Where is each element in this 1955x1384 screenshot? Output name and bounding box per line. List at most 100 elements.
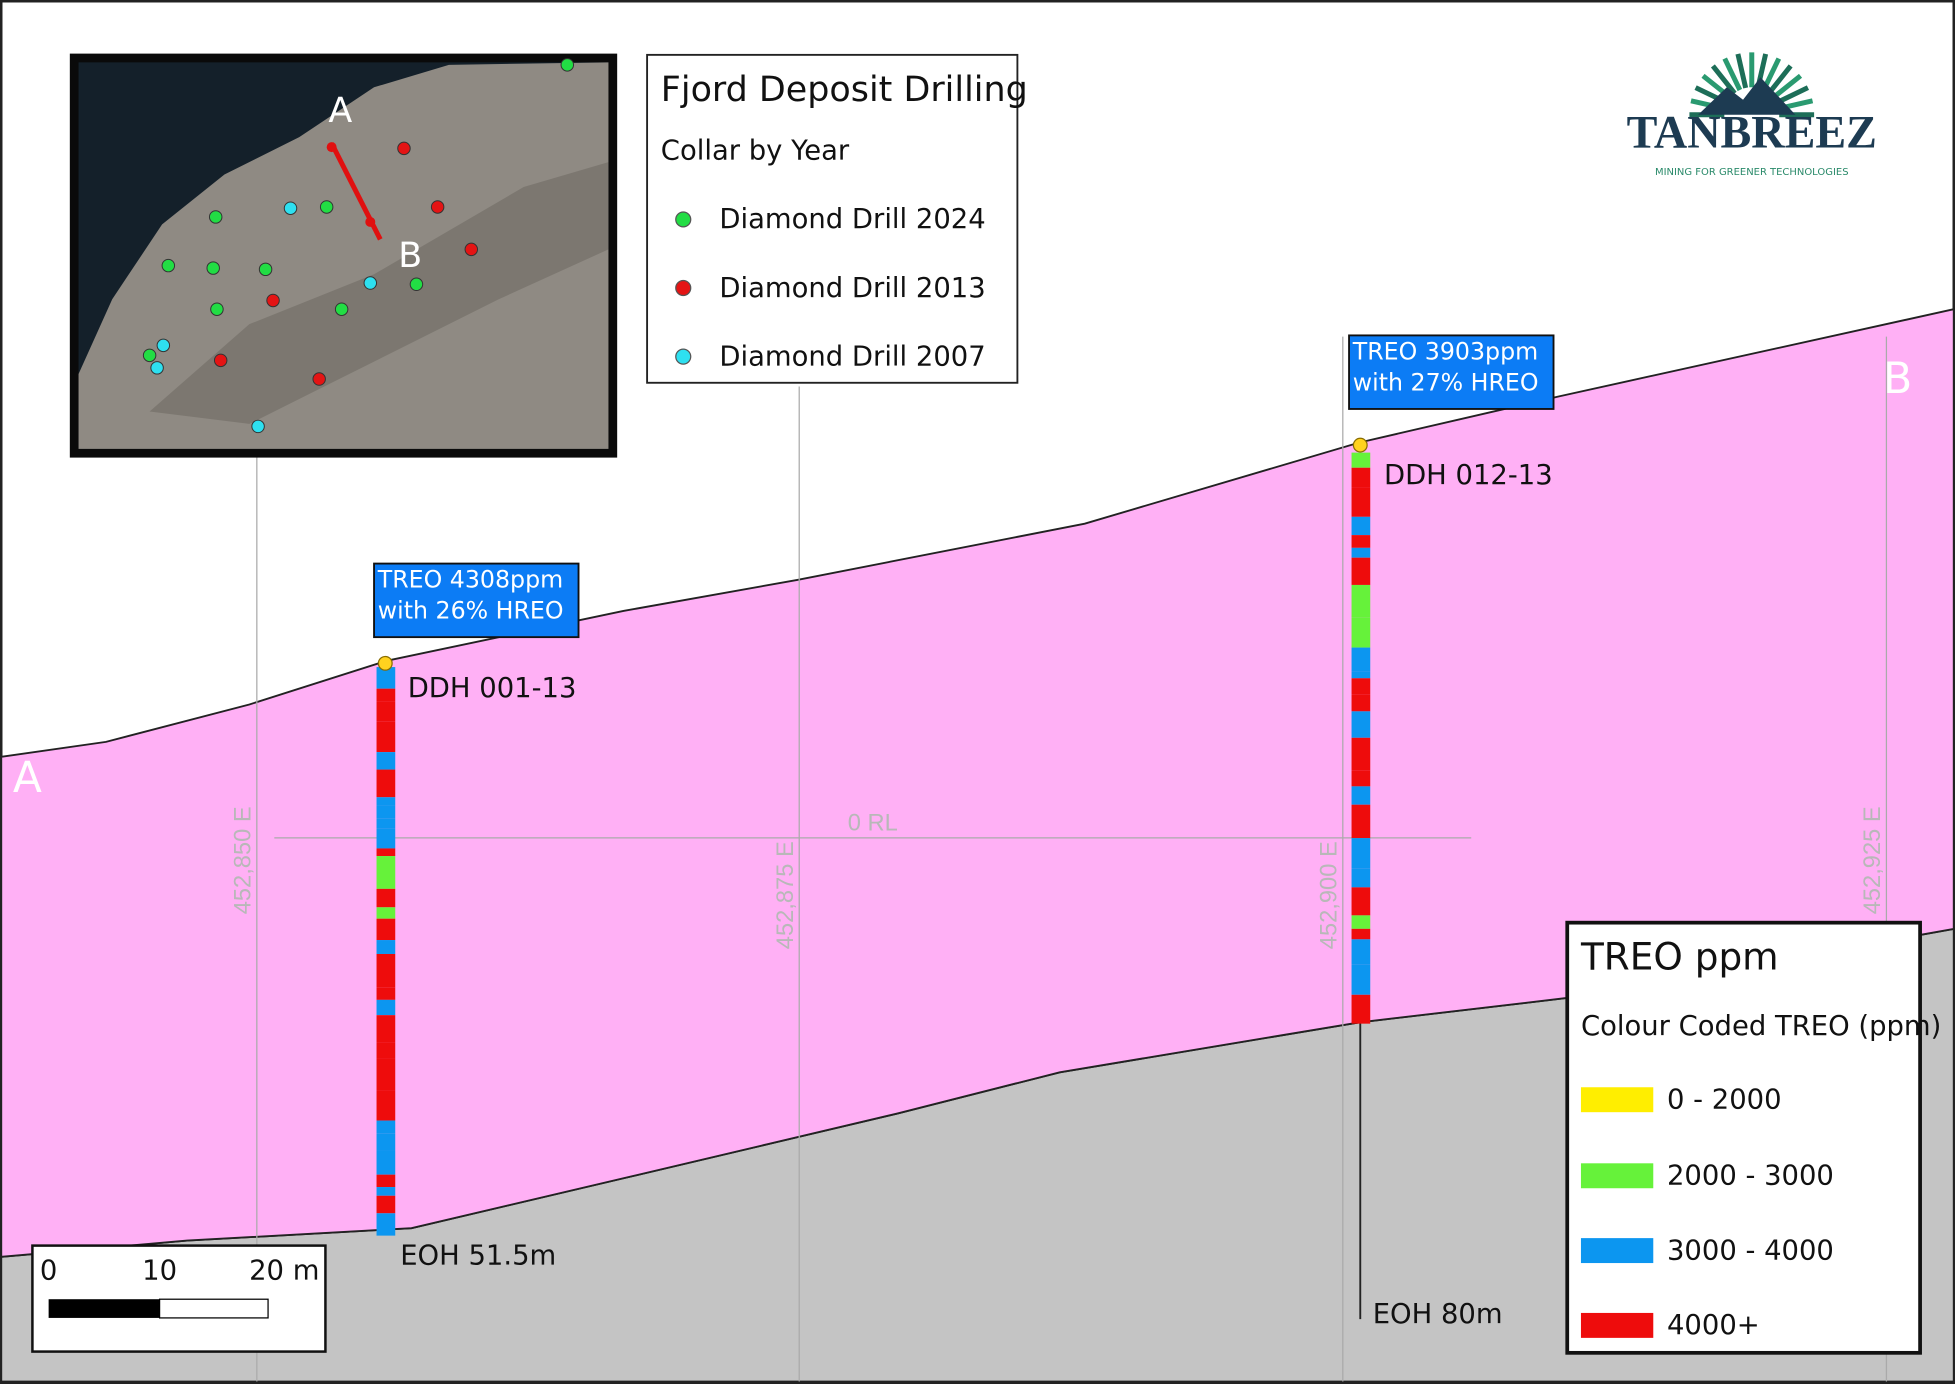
assay-interval: [376, 940, 396, 954]
end-of-hole: EOH 80m: [1373, 1299, 1503, 1330]
legend-marker: [675, 279, 692, 297]
legend-label: 4000+: [1667, 1310, 1760, 1341]
legend-label: 2000 - 3000: [1667, 1161, 1834, 1192]
assay-interval: [376, 805, 396, 819]
assay-interval: [376, 848, 396, 857]
callout-text: with 27% HREO: [1353, 369, 1539, 397]
map-collar: [266, 293, 280, 308]
legend-label: 3000 - 4000: [1667, 1235, 1834, 1266]
callout-box: [1348, 334, 1555, 410]
legend-marker: [675, 211, 692, 228]
collar: [377, 655, 393, 671]
map-collar: [319, 200, 334, 214]
assay-interval: [376, 1150, 396, 1175]
section-point: [326, 142, 337, 153]
map-collar: [363, 276, 378, 290]
callout-box: [373, 562, 580, 639]
assay-interval: [1351, 452, 1371, 468]
assay-interval: [1351, 584, 1371, 618]
assay-interval: [1351, 838, 1371, 869]
legend-swatch: [1580, 1312, 1654, 1338]
legend-title: Fjord Deposit Drilling: [661, 70, 1028, 110]
map-collar: [150, 361, 164, 375]
map-ridge: [149, 162, 609, 424]
easting-label: 452,875 E: [773, 841, 799, 949]
inset-map: A B: [69, 53, 618, 458]
map-collar: [161, 258, 176, 273]
callout-text: TREO 4308ppm: [377, 566, 563, 594]
assay-interval: [1351, 516, 1371, 536]
assay-interval: [376, 797, 396, 806]
assay-interval: [376, 907, 396, 919]
map-collar: [251, 419, 265, 434]
assay-interval: [1351, 694, 1371, 712]
assay-interval: [1351, 994, 1371, 1024]
scale-bar: [48, 1299, 160, 1318]
assay-interval: [1351, 915, 1371, 929]
assay-interval: [376, 721, 396, 753]
legend-label: Diamond Drill 2013: [719, 273, 985, 304]
scale-bar: [158, 1298, 269, 1319]
assay-interval: [376, 953, 396, 988]
assay-interval: [376, 701, 396, 722]
legend-box: [1565, 920, 1922, 1355]
map-land: [78, 62, 609, 449]
assay-interval: [1351, 711, 1371, 738]
map-collar: [210, 302, 224, 316]
assay-interval: [376, 1015, 396, 1043]
map-collar: [560, 58, 575, 72]
assay-interval: [1351, 928, 1371, 940]
assay-interval: [376, 1195, 396, 1214]
legend-swatch: [1580, 1238, 1654, 1264]
legend-label: 0 - 2000: [1667, 1084, 1782, 1115]
end-of-hole: EOH 51.5m: [400, 1240, 556, 1271]
map-label: B: [398, 236, 422, 276]
assay-interval: [1351, 887, 1371, 916]
easting-label: 452,925 E: [1860, 806, 1886, 914]
elevation-label: 0 RL: [848, 810, 898, 836]
logo-tagline: MINING FOR GREENER TECHNOLOGIES: [1655, 167, 1849, 178]
logo-mountain: [1698, 77, 1796, 115]
assay-interval: [376, 1058, 396, 1091]
assay-interval: [1351, 467, 1371, 488]
legend-label: Diamond Drill 2007: [719, 341, 985, 372]
scale-label: 20 m: [249, 1255, 319, 1286]
logo-ray: [1710, 64, 1737, 95]
mineralised-zone: [0, 308, 1955, 1258]
map-collar: [206, 261, 220, 275]
assay-interval: [376, 856, 396, 889]
legend-subtitle: Colour Coded TREO (ppm): [1581, 1011, 1941, 1042]
assay-interval: [376, 999, 396, 1016]
scale-label: 0: [40, 1255, 57, 1286]
assay-interval: [1351, 770, 1371, 787]
legend-label: Diamond Drill 2024: [719, 204, 985, 235]
assay-interval: [1351, 617, 1371, 648]
legend-box: [646, 53, 1019, 384]
assay-interval: [376, 1174, 396, 1188]
assay-interval: [376, 1187, 396, 1196]
assay-interval: [1351, 487, 1371, 517]
logo: TANBREEZ MINING FOR GREENER TECHNOLOGIES: [1627, 52, 1877, 178]
assay-interval: [1351, 786, 1371, 805]
assay-interval: [376, 1090, 396, 1121]
logo-ray: [1722, 57, 1743, 92]
assay-interval: [376, 818, 396, 829]
assay-interval: [1351, 868, 1371, 888]
section-point: [365, 216, 376, 227]
assay-interval: [376, 1213, 396, 1236]
map-collar: [208, 210, 223, 224]
map-label: A: [328, 91, 352, 131]
map-collar: [213, 353, 228, 368]
legend-swatch: [1580, 1087, 1654, 1113]
legend-marker: [675, 348, 692, 365]
assay-interval: [376, 987, 396, 1000]
map-collar: [409, 277, 424, 292]
logo-ray: [1771, 73, 1803, 100]
hole-id: DDH 001-13: [408, 673, 577, 704]
assay-interval: [1351, 804, 1371, 839]
section-end: B: [1883, 354, 1912, 403]
assay-interval: [1351, 671, 1371, 679]
assay-interval: [376, 888, 396, 908]
